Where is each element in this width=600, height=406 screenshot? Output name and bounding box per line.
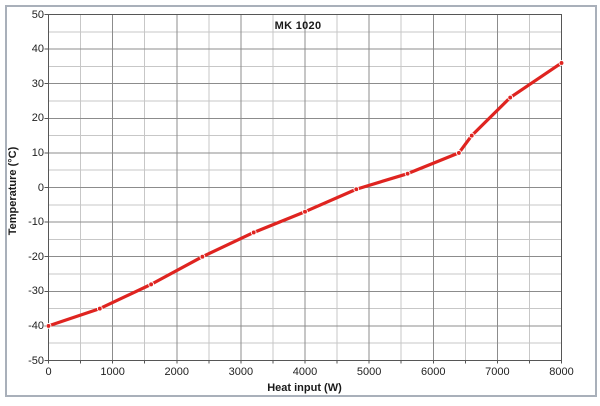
y-tick-label: 40 bbox=[31, 43, 44, 56]
chart-title: MK 1020 bbox=[274, 20, 322, 32]
data-point-marker bbox=[96, 305, 103, 312]
x-tick-label: 5000 bbox=[356, 366, 382, 378]
plot-border bbox=[48, 14, 562, 361]
data-point-marker bbox=[148, 281, 154, 288]
data-point-marker bbox=[199, 253, 206, 260]
y-tick-label: 50 bbox=[31, 8, 44, 21]
data-point-marker bbox=[404, 170, 411, 177]
x-tick-label: 2000 bbox=[164, 366, 189, 378]
y-tick-label: 10 bbox=[31, 146, 44, 159]
y-tick-label: -40 bbox=[28, 319, 44, 332]
x-tick-label: 1000 bbox=[100, 366, 125, 378]
data-point-marker bbox=[353, 186, 360, 193]
y-tick-label: -30 bbox=[28, 285, 44, 298]
x-tick-label: 4000 bbox=[292, 366, 318, 378]
x-tick-label: 0 bbox=[45, 366, 52, 378]
x-tick-label: 8000 bbox=[549, 366, 574, 378]
y-tick-label: -20 bbox=[28, 250, 44, 263]
y-tick-label: -10 bbox=[28, 216, 44, 229]
data-point-marker bbox=[468, 132, 475, 139]
data-point-marker bbox=[558, 60, 565, 66]
y-tick-label: 0 bbox=[37, 181, 44, 194]
data-point-marker bbox=[250, 229, 257, 236]
y-tick-label: 30 bbox=[31, 77, 44, 90]
data-point-marker bbox=[302, 208, 308, 215]
data-point-marker bbox=[456, 150, 462, 156]
x-axis-title: Heat input (W) bbox=[267, 382, 342, 394]
x-tick-label: 7000 bbox=[485, 366, 510, 378]
x-tick-label: 3000 bbox=[228, 366, 254, 378]
series-line bbox=[46, 61, 564, 328]
data-point-marker bbox=[507, 94, 514, 101]
y-tick-label: 20 bbox=[31, 112, 44, 125]
y-tick-label: -50 bbox=[28, 354, 44, 367]
data-point-marker bbox=[45, 323, 52, 329]
x-tick-label: 6000 bbox=[421, 366, 446, 378]
